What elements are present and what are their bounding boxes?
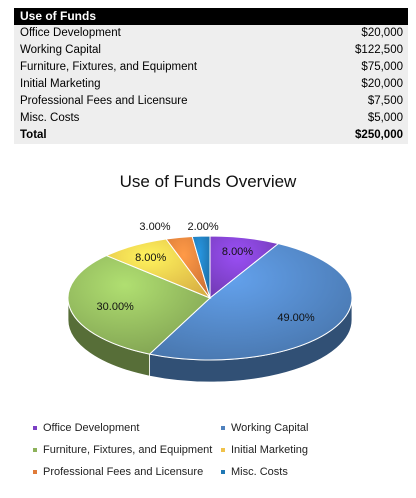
legend-swatch (221, 470, 225, 475)
row-value: $122,500 (355, 44, 403, 56)
legend-swatch (221, 426, 225, 431)
row-label: Misc. Costs (20, 112, 80, 124)
table-total-row: Total $250,000 (14, 127, 408, 144)
pie-slice (67, 255, 211, 355)
table-row: Working Capital $122,500 (14, 42, 408, 59)
row-value: $20,000 (361, 78, 403, 90)
row-value: $7,500 (367, 95, 403, 107)
pie-data-label: 8.00% (222, 246, 253, 258)
legend-swatch (221, 448, 225, 453)
legend-label: Misc. Costs (231, 466, 288, 478)
pie-chart-svg: 8.00% 49.00% 30.00% 8.00% 3.00% 2.00% (67, 221, 353, 383)
row-label: Initial Marketing (20, 78, 101, 90)
table-header: Use of Funds (14, 8, 408, 25)
row-label: Professional Fees and Licensure (20, 95, 188, 107)
table-row: Initial Marketing $20,000 (14, 76, 408, 93)
pie-slice (191, 235, 211, 299)
pie-data-label: 3.00% (139, 221, 170, 233)
row-value: $75,000 (361, 61, 403, 73)
row-label: Office Development (20, 27, 121, 39)
legend-item: Initial Marketing (221, 444, 308, 456)
table-row: Office Development $20,000 (14, 25, 408, 42)
use-of-funds-table: Use of Funds Office Development $20,000 … (14, 8, 408, 144)
legend-swatch (33, 448, 37, 453)
row-value: $5,000 (367, 112, 403, 124)
table-row: Professional Fees and Licensure $7,500 (14, 93, 408, 110)
legend-label: Furniture, Fixtures, and Equipment (43, 444, 213, 456)
table-row: Misc. Costs $5,000 (14, 110, 408, 127)
chart-title: Use of Funds Overview (119, 172, 297, 191)
row-value: $20,000 (361, 27, 403, 39)
legend-item: Working Capital (221, 422, 308, 434)
total-value: $250,000 (355, 129, 403, 141)
legend-item: Professional Fees and Licensure (33, 466, 203, 478)
pie-slice (148, 243, 353, 361)
pie-data-label: 49.00% (277, 312, 315, 324)
pie-data-label: 8.00% (135, 252, 166, 264)
legend-label: Office Development (43, 422, 140, 434)
pie-slices (67, 235, 353, 361)
legend-item: Misc. Costs (221, 466, 288, 478)
pie-data-label: 2.00% (187, 221, 218, 233)
row-label: Furniture, Fixtures, and Equipment (20, 61, 198, 73)
legend-label: Initial Marketing (231, 444, 309, 456)
pie-data-labels: 8.00% 49.00% 30.00% 8.00% 3.00% 2.00% (97, 221, 315, 324)
pie-chart: Use of Funds Overview 8.00% 49.00% 30.00% 8… (0, 160, 416, 498)
legend-swatch (33, 426, 37, 431)
legend-label: Working Capital (231, 422, 309, 434)
total-label: Total (20, 129, 47, 141)
legend-item: Office Development (33, 422, 139, 434)
legend-swatch (33, 470, 37, 475)
legend-item: Furniture, Fixtures, and Equipment (33, 444, 212, 456)
legend-label: Professional Fees and Licensure (43, 466, 204, 478)
row-label: Working Capital (20, 44, 101, 56)
table-row: Furniture, Fixtures, and Equipment $75,0… (14, 59, 408, 76)
pie-data-label: 30.00% (97, 301, 135, 313)
